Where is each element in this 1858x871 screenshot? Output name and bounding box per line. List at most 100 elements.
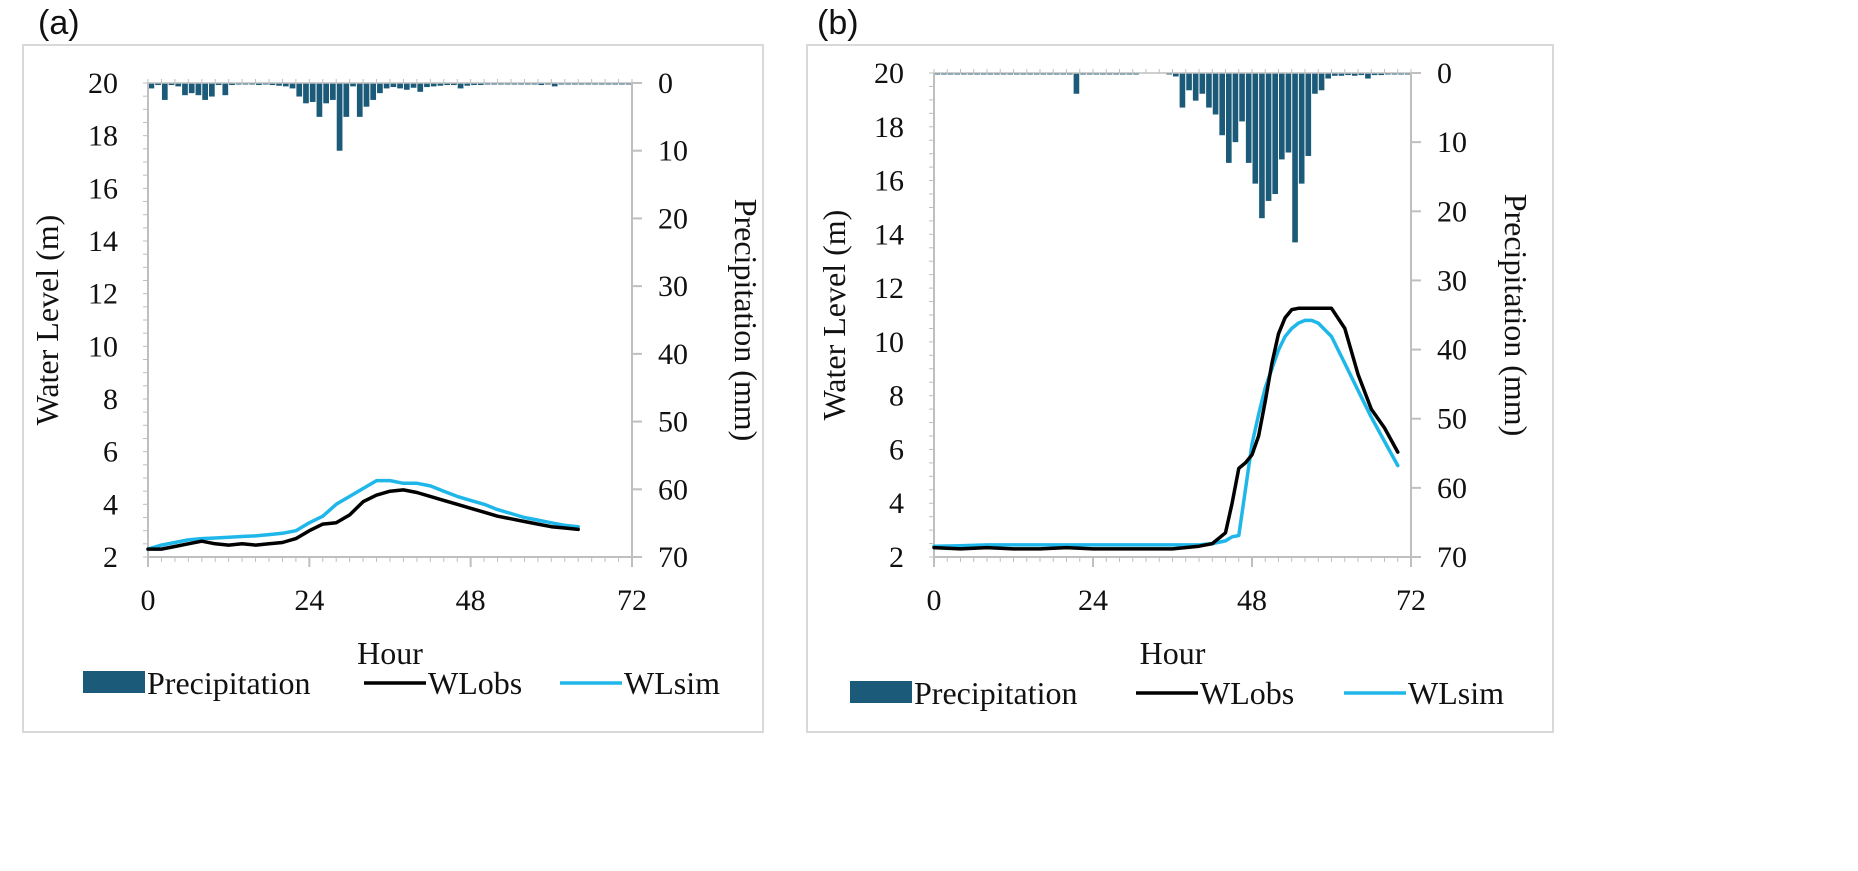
precip-bar-b — [1371, 73, 1378, 76]
y-left-tick-label-a: 8 — [103, 383, 118, 416]
precip-bar-b — [1226, 73, 1232, 163]
y-right-tick-label-a: 20 — [658, 202, 688, 235]
y-left-tick-label-b: 2 — [889, 541, 904, 574]
precip-bar-b — [1378, 73, 1384, 76]
precip-bar-b — [1305, 73, 1312, 156]
y-right-tick-label-a: 0 — [658, 67, 673, 100]
precip-bar-b — [1312, 73, 1318, 94]
series-line-wlsim-a — [146, 478, 580, 551]
precip-bar-a — [390, 83, 397, 88]
precip-bar-a — [356, 83, 363, 117]
y-right-tick-label-b: 50 — [1437, 403, 1467, 436]
panel-a-frame — [22, 44, 764, 733]
y-left-tick-label-a: 20 — [88, 67, 118, 100]
precip-bar-b — [1199, 73, 1206, 94]
precip-bar-a — [269, 83, 276, 86]
precip-bar-a — [457, 83, 464, 89]
precip-bar-a — [538, 83, 545, 86]
precip-bar-a — [336, 83, 343, 151]
y-right-tick-label-b: 20 — [1437, 195, 1467, 228]
precip-bar-b — [1285, 73, 1292, 153]
precip-bar-a — [451, 83, 457, 86]
legend-label-wlsim-a: WLsim — [624, 665, 720, 701]
precip-bar-a — [370, 83, 377, 100]
y-left-tick-label-b: 20 — [874, 57, 904, 90]
y-right-tick-label-b: 30 — [1437, 264, 1467, 297]
precip-bar-b — [1332, 73, 1338, 76]
precip-bar-a — [202, 83, 208, 100]
x-tick-label-b: 24 — [1078, 584, 1108, 617]
precip-bar-a — [464, 83, 471, 86]
precip-bar-b — [1351, 73, 1358, 76]
legend-label-wlobs-a: WLobs — [428, 665, 522, 701]
precip-bar-b — [1173, 73, 1179, 77]
precip-bar-a — [188, 83, 195, 94]
precip-bar-a — [551, 83, 558, 87]
legend-label-wlsim-b: WLsim — [1408, 675, 1504, 711]
precip-bar-b — [1206, 73, 1212, 108]
precip-bar-b — [1219, 73, 1225, 136]
x-axis-title-b: Hour — [1140, 635, 1206, 671]
precip-bar-a — [161, 83, 168, 100]
y-right-tick-label-a: 60 — [658, 473, 688, 506]
y-right-tick-label-a: 10 — [658, 135, 688, 168]
panel-a-label: (a) — [38, 4, 80, 42]
precip-bar-b — [1272, 73, 1278, 194]
panel-b-frame — [806, 44, 1554, 733]
precip-bar-b — [1192, 73, 1199, 101]
precip-bar-b — [1298, 73, 1305, 184]
precip-bar-a — [363, 83, 370, 107]
precip-bar-a — [209, 83, 215, 97]
precip-bar-a — [303, 83, 309, 104]
y-left-tick-label-a: 10 — [88, 330, 118, 363]
series-line-wlsim-b — [932, 318, 1400, 548]
x-tick-label-b: 72 — [1396, 584, 1426, 617]
precip-bar-a — [343, 83, 350, 117]
legend-swatch-precipitation-b — [850, 681, 912, 703]
y-axis-title-left-b: Water Level (m) — [816, 210, 852, 421]
precip-bar-a — [182, 83, 188, 96]
x-tick-label-b: 48 — [1237, 584, 1267, 617]
precip-bar-a — [410, 83, 417, 88]
precip-bar-a — [195, 83, 202, 96]
precip-bar-a — [155, 83, 161, 86]
precip-bar-a — [383, 83, 390, 89]
y-left-tick-label-b: 10 — [874, 326, 904, 359]
y-left-tick-label-a: 18 — [88, 120, 118, 153]
x-tick-label-a: 24 — [294, 584, 324, 617]
precip-bar-b — [1186, 73, 1192, 91]
legend-label-precipitation-b: Precipitation — [914, 675, 1078, 711]
y-left-tick-label-b: 14 — [874, 218, 904, 251]
precip-bar-b — [1252, 73, 1259, 184]
precip-bar-a — [276, 83, 282, 86]
panel-b-label: (b) — [817, 4, 859, 42]
precip-bar-b — [1279, 73, 1285, 160]
precip-bar-a — [296, 83, 303, 97]
precip-bar-a — [430, 83, 437, 87]
y-axis-title-right-a: Precipitation (mm) — [728, 199, 764, 442]
precip-bar-b — [1292, 73, 1298, 243]
x-tick-label-a: 0 — [141, 584, 156, 617]
y-right-tick-label-b: 60 — [1437, 472, 1467, 505]
precip-bar-b — [1179, 73, 1186, 108]
precip-bar-b — [1073, 73, 1080, 94]
y-right-tick-label-a: 50 — [658, 406, 688, 439]
y-left-tick-label-b: 4 — [889, 487, 904, 520]
precip-bar-a — [282, 83, 289, 87]
x-axis-title-a: Hour — [357, 635, 423, 671]
precip-bar-a — [397, 83, 403, 89]
y-left-tick-label-a: 6 — [103, 436, 118, 469]
series-line-wlobs-b — [932, 306, 1400, 551]
precip-bar-a — [424, 83, 430, 88]
y-axis-title-left-a: Water Level (m) — [29, 215, 65, 426]
precip-bar-b — [1265, 73, 1272, 201]
precip-bar-b — [1325, 73, 1331, 79]
precip-bar-a — [437, 83, 444, 86]
y-axis-title-right-b: Precipitation (mm) — [1498, 194, 1534, 437]
precip-bar-a — [229, 83, 235, 86]
y-left-tick-label-a: 16 — [88, 172, 118, 205]
precip-bar-b — [1212, 73, 1219, 115]
precip-bar-b — [1232, 73, 1239, 143]
y-right-tick-label-a: 70 — [658, 541, 688, 574]
